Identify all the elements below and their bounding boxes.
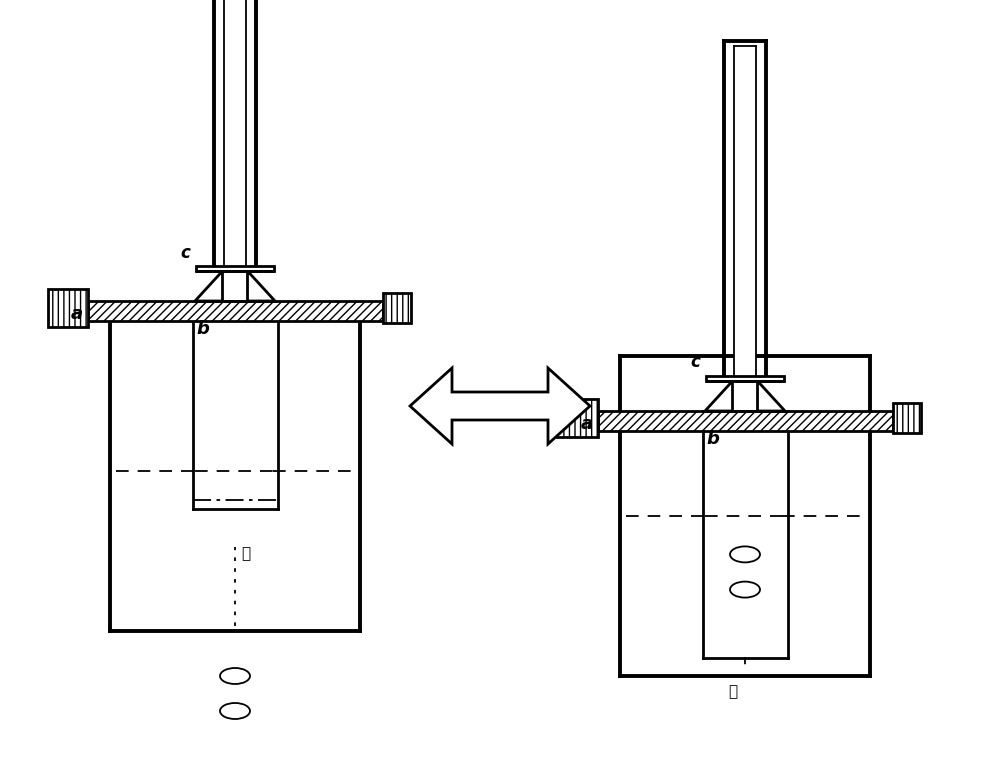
- Polygon shape: [734, 46, 756, 376]
- Polygon shape: [48, 289, 88, 327]
- Text: c: c: [180, 244, 190, 262]
- Text: b: b: [196, 320, 209, 338]
- Text: a: a: [580, 415, 592, 433]
- Polygon shape: [382, 293, 411, 323]
- Polygon shape: [893, 403, 920, 433]
- Text: b: b: [706, 430, 719, 448]
- Text: c: c: [690, 354, 700, 372]
- Polygon shape: [410, 368, 590, 444]
- Polygon shape: [705, 381, 732, 411]
- Polygon shape: [224, 0, 246, 266]
- Polygon shape: [88, 301, 382, 321]
- Polygon shape: [758, 381, 785, 411]
- Text: 孔: 孔: [241, 547, 250, 562]
- Text: a: a: [70, 305, 82, 323]
- Text: 孔: 孔: [728, 684, 738, 699]
- Polygon shape: [195, 271, 222, 301]
- Polygon shape: [248, 271, 275, 301]
- Polygon shape: [598, 411, 893, 431]
- Polygon shape: [557, 399, 598, 437]
- Polygon shape: [706, 376, 784, 381]
- Polygon shape: [196, 266, 274, 271]
